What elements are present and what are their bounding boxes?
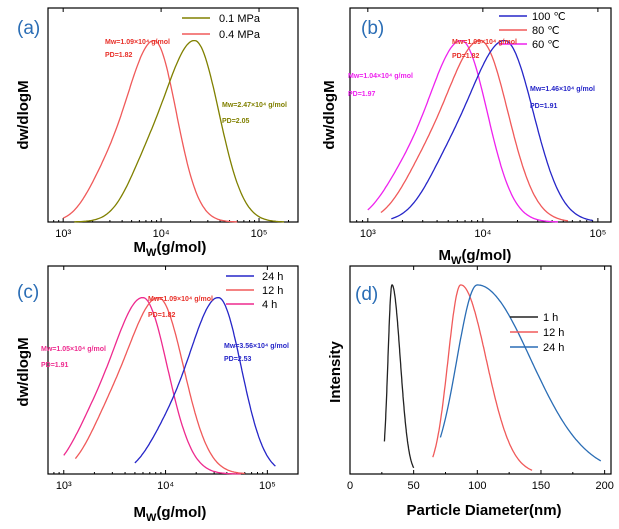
annotation-a-1-line2: PD=2.05 — [222, 118, 250, 125]
panel-d-tick-label-3: 150 — [532, 480, 550, 492]
panel-a-label: (a) — [17, 18, 40, 39]
panel-b-tick-label-2: 10⁵ — [589, 228, 606, 240]
panel-c-series-24-h — [134, 297, 276, 467]
panel-b-x-ticks: 10³ 10⁴ 10⁵ — [349, 8, 606, 240]
annotation-c-2-line1: Mw=3.56×10⁴ g/mol — [224, 343, 289, 350]
panel-b-xlabel: MW(g/mol) — [439, 247, 512, 267]
panel-c-curves — [63, 297, 276, 475]
panel-c-tick-label-0: 10³ — [56, 480, 72, 492]
annotation-a-0-line1: Mw=1.09×10⁴ g/mol — [105, 39, 170, 46]
panel-a-tick-label-0: 10³ — [55, 228, 71, 240]
legend-b-label-1: 80 ℃ — [532, 25, 560, 37]
panel-b-series-80- — [380, 39, 569, 222]
panel-d-curves — [383, 284, 602, 471]
panel-a-xlabel: MW(g/mol) — [134, 239, 207, 259]
panel-d-ylabel: Intensity — [327, 341, 344, 403]
panel-a-tick-label-1: 10⁴ — [153, 228, 170, 240]
panel-b-xlabel-sub: W — [451, 255, 462, 267]
panel-d-tick-label-2: 100 — [468, 480, 486, 492]
panel-a-series-04-MPa — [62, 39, 238, 223]
panel-a-xlabel-sub: W — [146, 247, 157, 259]
panel-a-tick-label-2: 10⁵ — [251, 228, 268, 240]
panel-a-curves — [62, 39, 284, 223]
panel-a-frame — [47, 7, 299, 223]
panel-d: (d) 0 50 100 150 200 1 h 12 h 24 h Intensity… — [327, 265, 614, 519]
panel-c-xlabel-sub: W — [146, 512, 157, 524]
panel-a-x-ticks: 10³ 10⁴ 10⁵ — [47, 8, 290, 240]
legend-c-label-0: 24 h — [262, 271, 283, 283]
annotation-c-1-line1: Mw=1.05×10⁴ g/mol — [41, 346, 106, 353]
legend-c-label-1: 12 h — [262, 285, 283, 297]
panel-c-ylabel: dw/dlogM — [15, 337, 32, 406]
panel-d-x-ticks: 0 50 100 150 200 — [347, 266, 614, 492]
legend-d-label-0: 1 h — [543, 312, 558, 324]
panel-a-xlabel-rest: (g/mol) — [156, 239, 206, 256]
legend-a-label-1: 0.4 MPa — [219, 29, 261, 41]
legend-d-label-1: 12 h — [543, 327, 564, 339]
panel-a-ylabel: dw/dlogM — [15, 80, 32, 149]
annotation-a-1-line1: Mw=2.47×10⁴ g/mol — [222, 102, 287, 109]
annotation-b-0-line2: PD=1.82 — [452, 53, 480, 60]
panel-c-series-12-h — [74, 297, 245, 475]
panel-d-series-24-h — [439, 284, 602, 462]
panel-b-curves — [367, 39, 593, 223]
annotation-b-1-line2: PD=1.97 — [348, 91, 376, 98]
panel-c-frame — [47, 265, 299, 475]
panel-b-xlabel-rest: (g/mol) — [461, 247, 511, 264]
panel-b-tick-label-0: 10³ — [360, 228, 376, 240]
legend-d-label-2: 24 h — [543, 342, 564, 354]
panel-d-tick-label-0: 0 — [347, 480, 353, 492]
annotation-c-1-line2: PD=1.91 — [41, 362, 69, 369]
panel-d-series-12-h — [432, 284, 533, 471]
panel-c-x-ticks: 10³ 10⁴ 10⁵ — [47, 266, 299, 492]
annotation-c-2-line2: PD=2.53 — [224, 356, 252, 363]
annotation-a-0-line2: PD=1.82 — [105, 52, 133, 59]
panel-c-xlabel-main: M — [134, 504, 147, 521]
annotation-b-2-line1: Mw=1.46×10⁴ g/mol — [530, 86, 595, 93]
legend-b-label-2: 60 ℃ — [532, 39, 560, 51]
panel-d-frame — [349, 265, 612, 475]
annotation-c-0-line2: PD=1.82 — [148, 312, 176, 319]
panel-b-xlabel-main: M — [439, 247, 452, 264]
panel-b-label: (b) — [361, 18, 384, 39]
annotation-b-1-line1: Mw=1.04×10⁴ g/mol — [348, 73, 413, 80]
panel-d-label: (d) — [355, 284, 378, 305]
panel-d-tick-label-4: 200 — [595, 480, 613, 492]
panel-b-series-100- — [391, 39, 593, 222]
panel-d-tick-label-1: 50 — [408, 480, 420, 492]
panel-a: (a) 10³ 10⁴ 10⁵ 0.1 MPa 0.4 MPa Mw=1.09×10… — [15, 7, 299, 259]
annotation-c-0-line1: Mw=1.09×10⁴ g/mol — [148, 296, 213, 303]
panel-c-xlabel-rest: (g/mol) — [156, 504, 206, 521]
panel-b-ylabel: dw/dlogM — [321, 80, 338, 149]
panel-d-series-1-h — [383, 284, 415, 469]
panel-c-tick-label-2: 10⁵ — [259, 480, 276, 492]
panel-b-tick-label-1: 10⁴ — [474, 228, 491, 240]
legend-a-label-0: 0.1 MPa — [219, 13, 261, 25]
panel-d-xlabel: Particle Diameter(nm) — [406, 502, 561, 519]
panel-c-series-4-h — [63, 297, 241, 475]
panel-c-label: (c) — [17, 282, 39, 303]
legend-b-label-0: 100 ℃ — [532, 11, 566, 23]
panel-b: (b) 10³ 10⁴ 10⁵ 100 ℃ 80 ℃ 60 ℃ Mw=1.09×10… — [321, 7, 612, 267]
panel-b-series-60- — [367, 39, 558, 223]
panel-b-frame — [349, 7, 612, 223]
panel-c-tick-label-1: 10⁴ — [157, 480, 174, 492]
panel-c: (c) 10³ 10⁴ 10⁵ 24 h 12 h 4 h Mw=1.09×10⁴ … — [15, 265, 299, 524]
panel-c-xlabel: MW(g/mol) — [134, 504, 207, 524]
panel-a-xlabel-main: M — [134, 239, 147, 256]
annotation-b-2-line2: PD=1.91 — [530, 103, 558, 110]
annotation-b-0-line1: Mw=1.09×10⁴ g/mol — [452, 39, 517, 46]
panel-a-series-01-MPa — [74, 39, 284, 223]
legend-c-label-2: 4 h — [262, 299, 277, 311]
